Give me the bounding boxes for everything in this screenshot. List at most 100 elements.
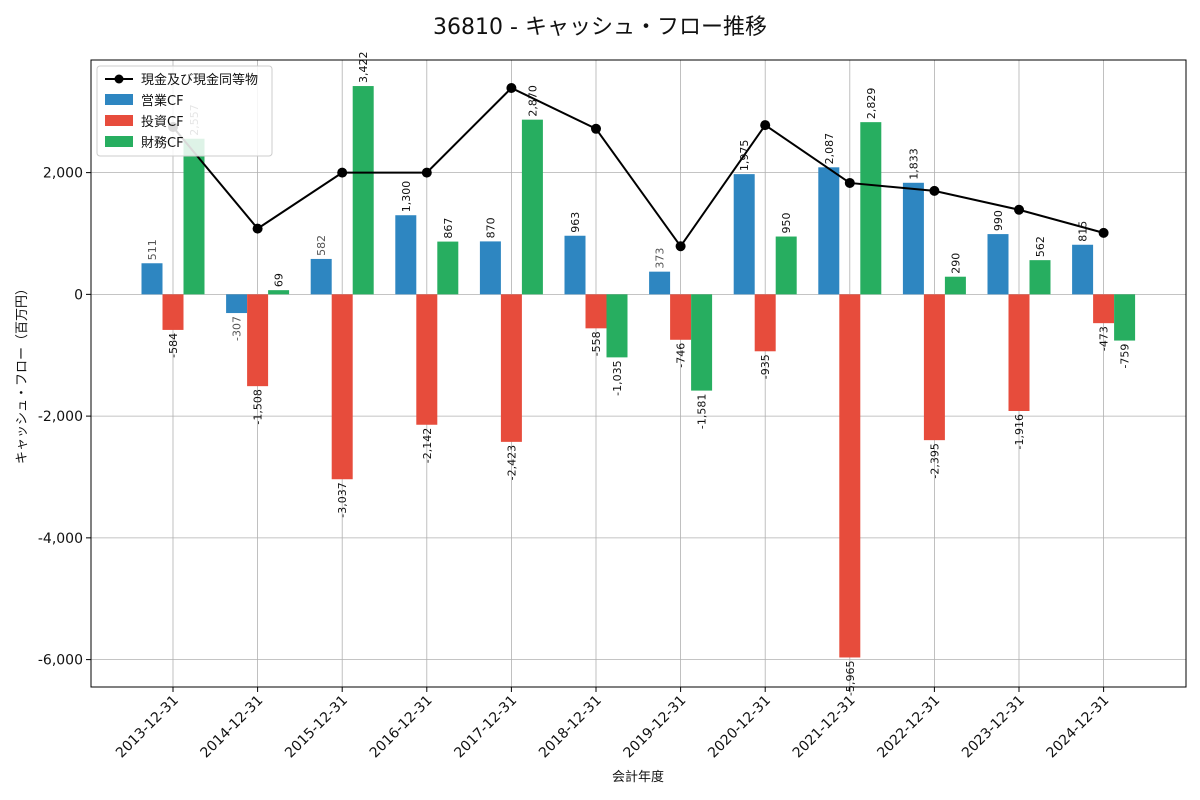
bar-value-label: 867 xyxy=(442,218,455,239)
bar-value-label: 870 xyxy=(484,217,497,238)
bar-value-label: 950 xyxy=(780,213,793,234)
bar-value-label: 990 xyxy=(992,210,1005,231)
bar-value-label: 1,300 xyxy=(400,181,413,213)
x-axis-label: 会計年度 xyxy=(612,769,664,785)
x-tick-label: 2017-12-31 xyxy=(451,693,520,762)
bar-1-5 xyxy=(585,294,607,329)
bar-1-10 xyxy=(1008,294,1030,411)
x-tick-label: 2015-12-31 xyxy=(282,693,351,762)
bar-2-11 xyxy=(1114,294,1136,341)
legend-label: 営業CF xyxy=(141,93,184,109)
bar-value-label: 1,833 xyxy=(907,148,920,180)
bar-0-4 xyxy=(479,241,501,295)
bar-2-2 xyxy=(352,86,374,295)
bar-2-4 xyxy=(521,119,543,295)
bar-value-label: -746 xyxy=(675,343,688,368)
bar-0-6 xyxy=(649,271,671,295)
legend-label: 投資CF xyxy=(141,114,184,130)
cash-point xyxy=(506,83,517,94)
bar-labels: 511 -307 582 1,300 870 963 373 1,975 2,087 1,833 9… xyxy=(146,52,1132,696)
cash-point xyxy=(591,123,601,134)
bar-value-label: -1,035 xyxy=(611,360,624,395)
bars xyxy=(141,86,1136,658)
bar-value-label: 963 xyxy=(569,212,582,233)
legend-label: 財務CF xyxy=(141,136,184,151)
bar-0-2 xyxy=(310,258,332,295)
bar-1-2 xyxy=(331,294,353,480)
bar-0-11 xyxy=(1072,244,1094,295)
x-tick-label: 2020-12-31 xyxy=(705,693,774,762)
bar-0-8 xyxy=(818,167,840,295)
x-tick-label: 2022-12-31 xyxy=(874,693,943,762)
x-tick-label: 2013-12-31 xyxy=(113,693,182,762)
bar-1-9 xyxy=(923,294,945,441)
bar-value-label: -558 xyxy=(590,331,603,356)
bar-value-label: 290 xyxy=(949,253,962,274)
bar-value-label: 1,975 xyxy=(738,140,751,172)
bar-value-label: 582 xyxy=(315,235,328,256)
cash-point xyxy=(252,223,263,234)
bar-0-7 xyxy=(733,174,755,295)
bar-2-8 xyxy=(860,122,882,295)
bar-2-9 xyxy=(944,276,966,295)
cash-point xyxy=(675,241,686,252)
cash-point xyxy=(421,167,432,178)
cash-point xyxy=(760,120,771,131)
bar-2-7 xyxy=(775,236,797,295)
bar-1-11 xyxy=(1093,294,1115,324)
bar-value-label: 69 xyxy=(273,273,286,287)
y-tick-label: -6,000 xyxy=(38,653,83,669)
bar-2-0 xyxy=(183,138,205,295)
bar-value-label: -2,395 xyxy=(928,443,941,478)
bar-value-label: 511 xyxy=(146,239,159,260)
x-tick-label: 2024-12-31 xyxy=(1044,693,1113,762)
x-tick-label: 2016-12-31 xyxy=(367,693,436,762)
bar-0-9 xyxy=(902,182,924,295)
bar-0-10 xyxy=(987,234,1009,295)
bar-value-label: 815 xyxy=(1077,221,1090,242)
y-tick-label: -4,000 xyxy=(38,531,83,547)
cash-point xyxy=(844,177,855,188)
x-axis-ticks: 2013-12-31 2014-12-31 2015-12-31 2016-12-31… xyxy=(113,687,1112,761)
x-tick-label: 2014-12-31 xyxy=(198,693,267,762)
y-tick-label: 0 xyxy=(74,287,83,303)
cash-point xyxy=(1098,227,1109,238)
chart-title: 36810 - キャッシュ・フロー推移 xyxy=(433,15,767,40)
y-tick-label: 2,000 xyxy=(43,166,83,182)
x-tick-label: 2021-12-31 xyxy=(790,693,859,762)
bar-1-7 xyxy=(754,294,776,352)
legend-bar-swatch xyxy=(105,115,133,126)
bar-value-label: -1,916 xyxy=(1013,414,1026,449)
bar-2-3 xyxy=(437,241,459,295)
bar-0-1 xyxy=(226,294,248,314)
bar-value-label: 562 xyxy=(1034,236,1047,257)
cash-point xyxy=(929,185,940,196)
legend-marker xyxy=(114,74,124,84)
bar-2-1 xyxy=(268,290,290,295)
cash-line xyxy=(168,83,1109,252)
y-tick-label: -2,000 xyxy=(38,409,83,425)
bar-1-0 xyxy=(162,294,184,330)
plot-frame xyxy=(90,59,1187,688)
cash-line-path xyxy=(172,86,1104,249)
bar-value-label: -759 xyxy=(1119,344,1132,369)
legend-bar-swatch xyxy=(105,94,133,105)
bar-value-label: 2,870 xyxy=(526,85,539,117)
bar-value-label: -2,142 xyxy=(421,428,434,463)
bar-1-1 xyxy=(247,294,269,387)
x-tick-label: 2019-12-31 xyxy=(621,693,690,762)
bar-1-3 xyxy=(416,294,438,425)
legend-bar-swatch xyxy=(105,136,133,147)
bar-value-label: -307 xyxy=(231,316,244,341)
bar-value-label: -2,423 xyxy=(505,445,518,480)
bar-value-label: -3,037 xyxy=(336,482,349,517)
legend-label: 現金及び現金同等物 xyxy=(141,72,258,88)
bar-value-label: -473 xyxy=(1098,326,1111,351)
bar-value-label: -1,581 xyxy=(696,394,709,429)
bar-value-label: -1,508 xyxy=(252,389,265,424)
bar-value-label: -584 xyxy=(167,333,180,358)
bar-1-8 xyxy=(839,294,861,658)
bar-0-0 xyxy=(141,263,163,295)
